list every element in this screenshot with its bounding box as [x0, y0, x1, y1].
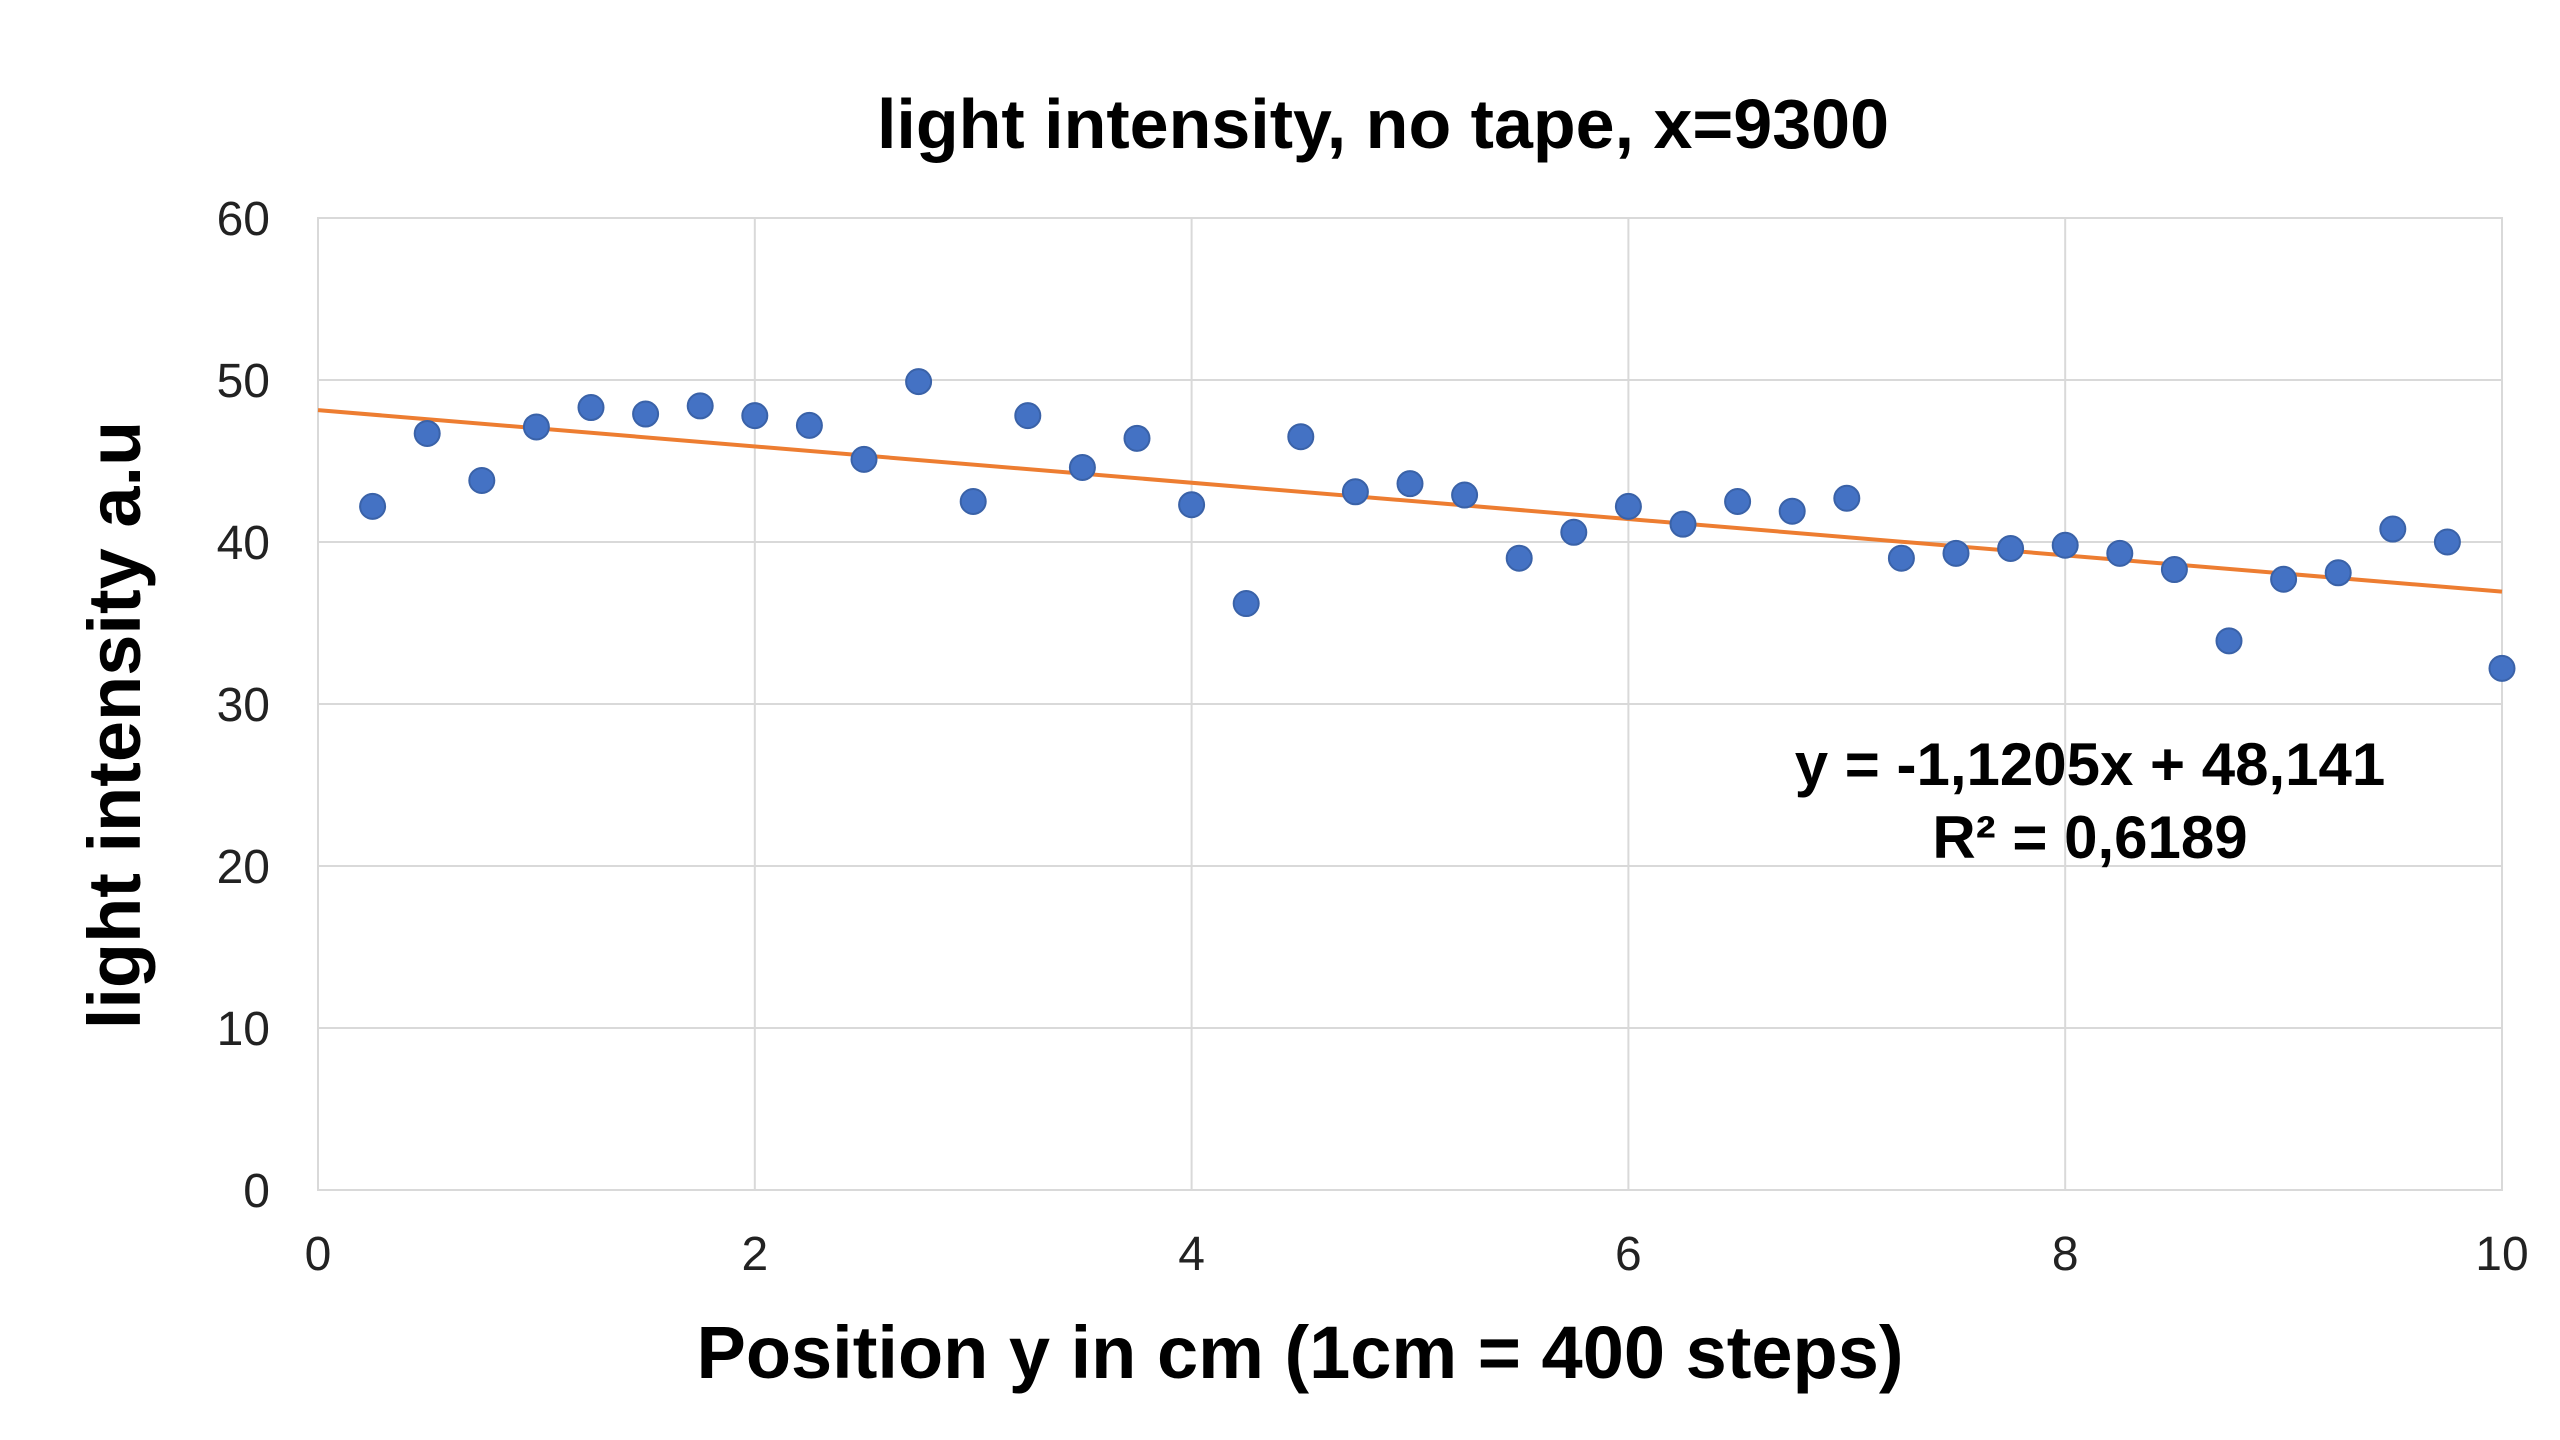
data-point [2160, 556, 2188, 584]
data-point [1451, 481, 1479, 509]
data-point [1341, 478, 1369, 506]
data-point [522, 413, 550, 441]
data-point [2106, 539, 2134, 567]
data-point [1178, 491, 1206, 519]
x-tick-label: 6 [1615, 1228, 1642, 1281]
plot-area [317, 217, 2503, 1191]
data-point [1505, 544, 1533, 572]
y-tick-label: 20 [217, 841, 270, 894]
data-point [1724, 488, 1752, 515]
trendline-layer [317, 408, 2503, 594]
y-tick-label: 30 [217, 679, 270, 732]
data-point [468, 466, 496, 494]
y-tick-label: 0 [243, 1165, 270, 1218]
trendline-equation: y = -1,1205x + 48,141 [1795, 731, 2386, 798]
data-point [1997, 534, 2025, 562]
data-point [686, 392, 714, 420]
data-point [2324, 559, 2352, 587]
data-point [577, 394, 605, 422]
data-point [1014, 402, 1042, 430]
data-point [2379, 515, 2407, 543]
y-tick-label: 10 [217, 1003, 270, 1056]
data-point [1778, 497, 1806, 525]
data-point [1396, 470, 1424, 498]
data-point [1123, 424, 1151, 452]
y-axis-title: light intensity a.u [73, 421, 156, 1029]
data-point [850, 445, 878, 473]
data-point [1942, 539, 1970, 567]
y-tick-label: 60 [217, 193, 270, 246]
data-points [359, 368, 2516, 682]
data-point [359, 492, 387, 520]
data-point [905, 368, 933, 396]
data-point [1833, 484, 1861, 512]
y-tick-label: 50 [217, 355, 270, 408]
data-point [2270, 565, 2298, 593]
data-point [1669, 510, 1697, 538]
data-point [1560, 518, 1588, 546]
data-point [1287, 423, 1315, 451]
x-axis-ticks: 0 2 4 6 8 10 [305, 1228, 2529, 1281]
x-tick-label: 10 [2475, 1228, 2528, 1281]
x-axis-title: Position y in cm (1cm = 400 steps) [696, 1311, 1903, 1394]
data-point [632, 400, 660, 428]
x-tick-label: 4 [1178, 1228, 1205, 1281]
data-point [2215, 627, 2243, 655]
x-tick-label: 2 [741, 1228, 768, 1281]
data-point [1887, 544, 1915, 572]
x-tick-label: 0 [305, 1228, 332, 1281]
data-point [2488, 654, 2516, 682]
data-point [1068, 453, 1096, 481]
y-axis-ticks: 0 10 20 30 40 50 60 [217, 193, 270, 1218]
data-point [413, 419, 441, 447]
x-tick-label: 8 [2052, 1228, 2079, 1281]
gridlines [317, 217, 2503, 1191]
chart-title: light intensity, no tape, x=9300 [877, 85, 1889, 163]
y-tick-label: 40 [217, 517, 270, 570]
data-point [959, 488, 987, 515]
data-point [2051, 531, 2079, 559]
data-point [795, 411, 823, 439]
trendline-r-squared: R² = 0,6189 [1932, 804, 2247, 871]
data-point [741, 402, 769, 430]
data-point [1614, 492, 1642, 520]
linear-trendline [317, 408, 2503, 594]
data-point [1232, 590, 1260, 618]
data-point [2433, 528, 2461, 556]
